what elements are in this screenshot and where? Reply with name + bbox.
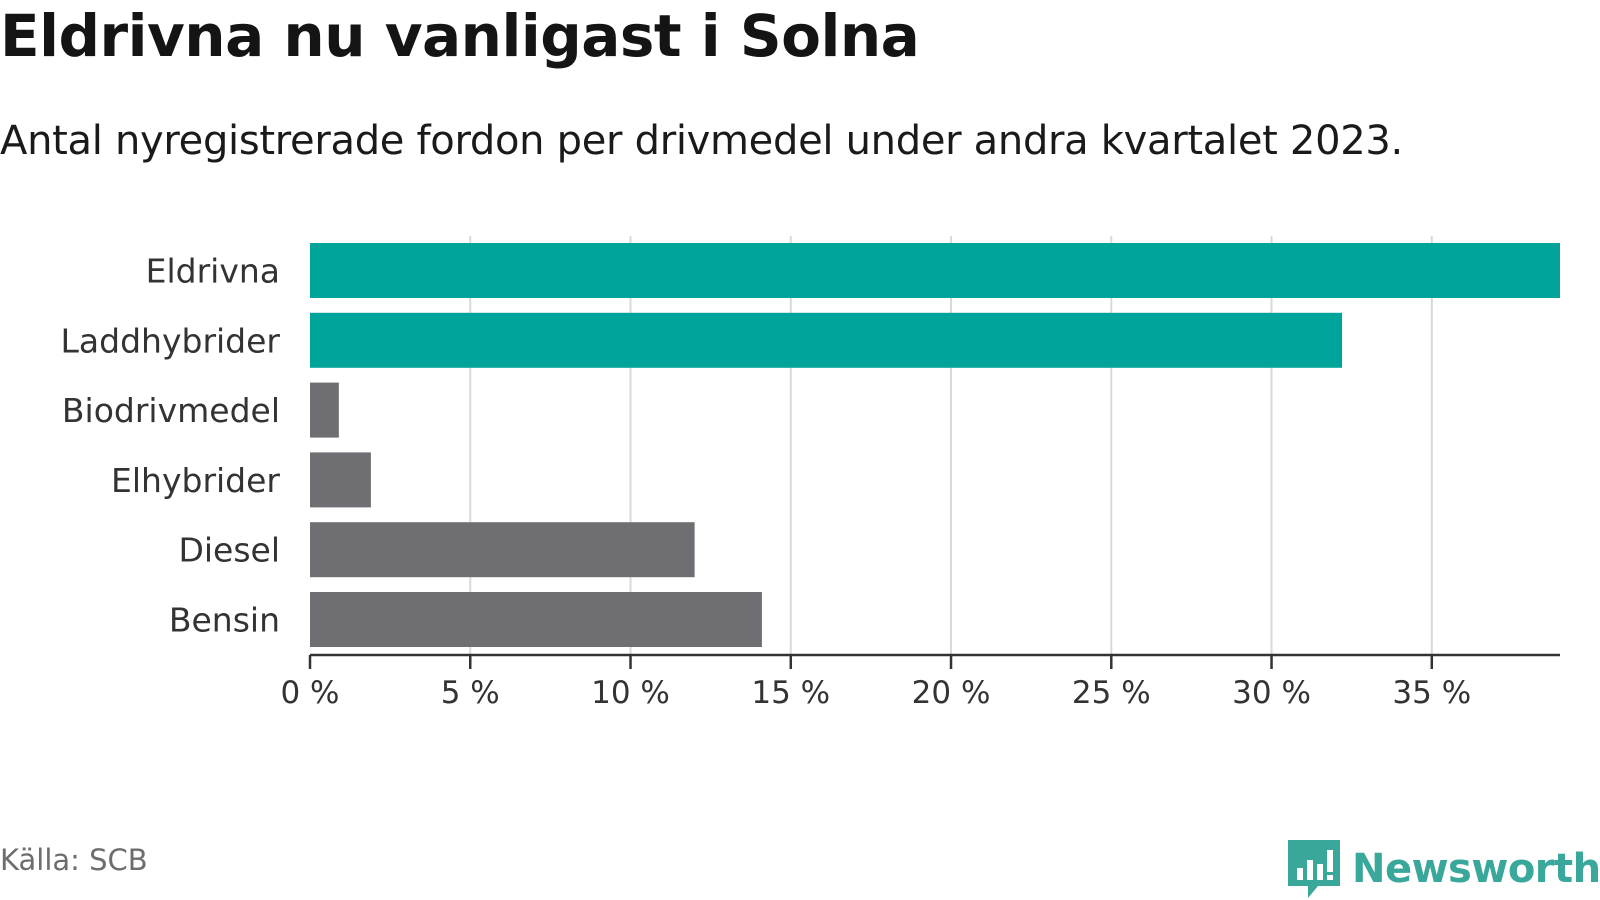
category-label: Eldrivna [146, 252, 280, 291]
brand-name: Newsworthy [1352, 846, 1600, 892]
bar-eldrivna [310, 243, 1560, 298]
category-label: Laddhybrider [61, 321, 281, 360]
x-axis: 0 % 5 % 10 % 15 % 20 % 25 % 30 % 35 % [280, 655, 1560, 711]
bar-diesel [310, 522, 695, 577]
bar-bensin [310, 592, 762, 647]
x-tick-label: 25 % [1072, 675, 1151, 711]
brand-logo: Newsworthy [1288, 840, 1600, 898]
bar-chart-speech-bubble-icon [1288, 840, 1340, 898]
x-tick-label: 0 % [280, 675, 339, 711]
source-note: Källa: SCB [0, 843, 148, 877]
bar-laddhybrider [310, 313, 1342, 368]
x-tick-label: 30 % [1232, 675, 1311, 711]
x-tick-label: 20 % [912, 675, 991, 711]
x-tick-label: 5 % [441, 675, 500, 711]
category-label: Elhybrider [111, 461, 280, 500]
category-label: Biodrivmedel [62, 391, 280, 430]
bar-biodrivmedel [310, 383, 339, 438]
x-tick-label: 15 % [751, 675, 830, 711]
category-labels: Eldrivna Laddhybrider Biodrivmedel Elhybrid… [61, 252, 281, 640]
bars [310, 243, 1560, 647]
x-tick-label: 10 % [591, 675, 670, 711]
category-label: Bensin [169, 601, 280, 640]
x-tick-label: 35 % [1392, 675, 1471, 711]
bar-elhybrider [310, 452, 371, 507]
category-label: Diesel [178, 531, 280, 570]
